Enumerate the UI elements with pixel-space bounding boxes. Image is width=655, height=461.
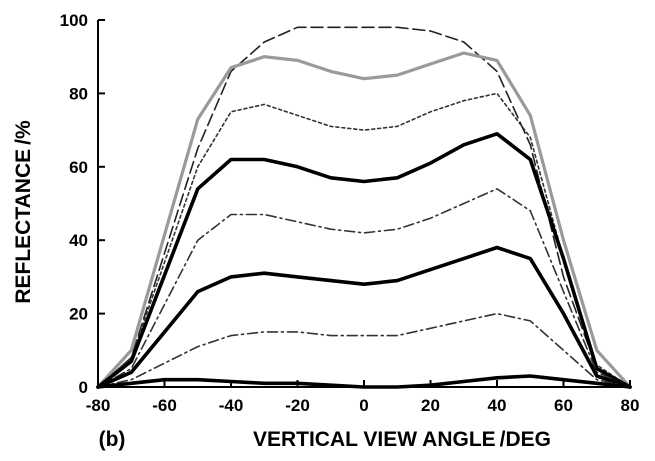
x-tick-label: 0 [359,396,368,415]
series-line-2 [96,51,632,389]
series-layer [96,26,632,389]
y-axis-title-unit: % [12,120,35,139]
x-tick-label: 20 [421,396,440,415]
y-tick-label: 0 [79,378,88,397]
x-axis-title-slash: / [500,428,506,451]
x-tick-label: 80 [621,396,640,415]
series-line-5 [97,188,631,388]
y-tick-label: 20 [69,305,88,324]
series-line-4 [96,132,632,389]
y-tick-label: 100 [60,11,88,30]
ticks-layer: 0 20 40 60 80 100 -80 -60 -40 -20 0 20 40 60 80 [60,11,640,415]
x-tick-label: -80 [86,396,111,415]
series-line-6 [96,245,632,389]
x-tick-label: 40 [488,396,507,415]
y-axis-title: REFLECTANCE /% [12,120,35,304]
y-tick-label: 40 [69,231,88,250]
series-line-7 [97,312,631,388]
panel-label: (b) [99,428,126,451]
x-axis-title: VERTICAL VIEW ANGLE/DEG [253,428,551,451]
y-axis-title-slash: / [12,139,35,145]
axes-layer [97,20,630,388]
x-axis-title-text: VERTICAL VIEW ANGLE [253,428,496,451]
y-tick-label: 60 [69,158,88,177]
x-tick-label: -60 [152,396,177,415]
y-axis-title-text: REFLECTANCE [12,149,35,304]
x-axis-title-unit: DEG [506,428,552,451]
x-tick-label: -40 [219,396,244,415]
y-tick-label: 80 [69,84,88,103]
x-tick-label: -20 [285,396,310,415]
x-tick-label: 60 [554,396,573,415]
series-line-3 [97,92,631,388]
